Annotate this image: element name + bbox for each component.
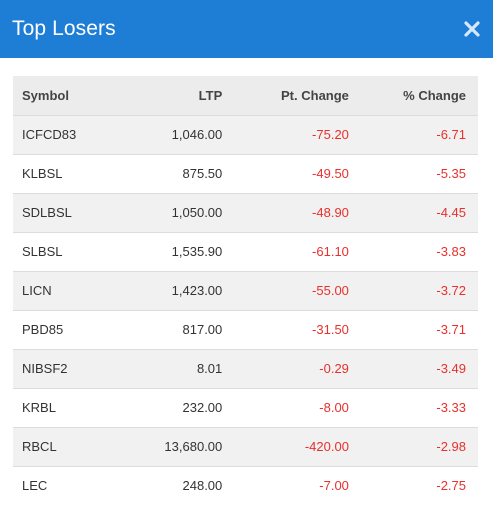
pt-change-cell: -61.10 [312, 244, 349, 259]
table-header-row: Symbol LTP Pt. Change % Change [13, 76, 478, 115]
table-body: ICFCD83 1,046.00 -75.20 -6.71 KLBSL 875.50 -49… [13, 115, 478, 505]
table-row[interactable]: NIBSF2 8.01 -0.29 -3.49 [13, 349, 478, 388]
pct-change-cell: -4.45 [436, 205, 466, 220]
pct-change-cell: -3.72 [436, 283, 466, 298]
column-header-pct-change[interactable]: % Change [403, 87, 466, 103]
pct-change-cell: -2.75 [436, 478, 466, 494]
close-icon[interactable] [463, 20, 481, 38]
pct-change-cell: -3.71 [436, 322, 466, 337]
ltp-cell: 1,046.00 [171, 127, 223, 142]
losers-table: Symbol LTP Pt. Change % Change ICFCD83 1,… [13, 76, 478, 505]
ltp-cell: 13,680.00 [164, 439, 223, 454]
pt-change-cell: -0.29 [319, 361, 349, 376]
column-header-ltp[interactable]: LTP [198, 87, 223, 103]
table-row[interactable]: RBCL 13,680.00 -420.00 -2.98 [13, 427, 478, 466]
table-row[interactable]: LICN 1,423.00 -55.00 -3.72 [13, 271, 478, 310]
pt-change-cell: -75.20 [312, 127, 349, 142]
pct-change-cell: -6.71 [436, 127, 466, 142]
symbol-cell: KLBSL [22, 166, 63, 181]
pt-change-cell: -49.50 [312, 166, 349, 181]
dialog-title: Top Losers [12, 17, 116, 40]
symbol-cell: ICFCD83 [22, 127, 77, 142]
symbol-cell: NIBSF2 [22, 361, 68, 376]
ltp-cell: 232.00 [182, 400, 223, 415]
ltp-cell: 875.50 [182, 166, 223, 181]
ltp-cell: 8.01 [196, 361, 223, 376]
table-row[interactable]: KRBL 232.00 -8.00 -3.33 [13, 388, 478, 427]
pt-change-cell: -48.90 [312, 205, 349, 220]
pt-change-cell: -55.00 [312, 283, 349, 298]
pt-change-cell: -420.00 [304, 439, 349, 454]
ltp-cell: 817.00 [182, 322, 223, 337]
pct-change-cell: -3.83 [436, 244, 466, 259]
table-row[interactable]: SLBSL 1,535.90 -61.10 -3.83 [13, 232, 478, 271]
table-row[interactable]: PBD85 817.00 -31.50 -3.71 [13, 310, 478, 349]
column-header-pt-change[interactable]: Pt. Change [281, 87, 349, 103]
ltp-cell: 1,050.00 [171, 205, 223, 220]
ltp-cell: 1,535.90 [171, 244, 223, 259]
symbol-cell: PBD85 [22, 322, 64, 337]
pct-change-cell: -5.35 [436, 166, 466, 181]
losers-table-container: Symbol LTP Pt. Change % Change ICFCD83 1,… [13, 76, 478, 505]
symbol-cell: LEC [22, 478, 48, 494]
dialog-header: Top Losers [0, 0, 493, 58]
pt-change-cell: -31.50 [312, 322, 349, 337]
table-row[interactable]: ICFCD83 1,046.00 -75.20 -6.71 [13, 115, 478, 154]
column-header-symbol[interactable]: Symbol [22, 87, 69, 103]
table-row[interactable]: SDLBSL 1,050.00 -48.90 -4.45 [13, 193, 478, 232]
symbol-cell: SDLBSL [22, 205, 72, 220]
table-row[interactable]: KLBSL 875.50 -49.50 -5.35 [13, 154, 478, 193]
pct-change-cell: -2.98 [436, 439, 466, 454]
ltp-cell: 248.00 [182, 478, 223, 494]
table-row[interactable]: LEC 248.00 -7.00 -2.75 [13, 466, 478, 505]
symbol-cell: KRBL [22, 400, 56, 415]
symbol-cell: SLBSL [22, 244, 63, 259]
ltp-cell: 1,423.00 [171, 283, 223, 298]
pt-change-cell: -8.00 [319, 400, 349, 415]
pct-change-cell: -3.33 [436, 400, 466, 415]
pct-change-cell: -3.49 [436, 361, 466, 376]
pt-change-cell: -7.00 [319, 478, 349, 494]
symbol-cell: RBCL [22, 439, 57, 454]
symbol-cell: LICN [22, 283, 52, 298]
